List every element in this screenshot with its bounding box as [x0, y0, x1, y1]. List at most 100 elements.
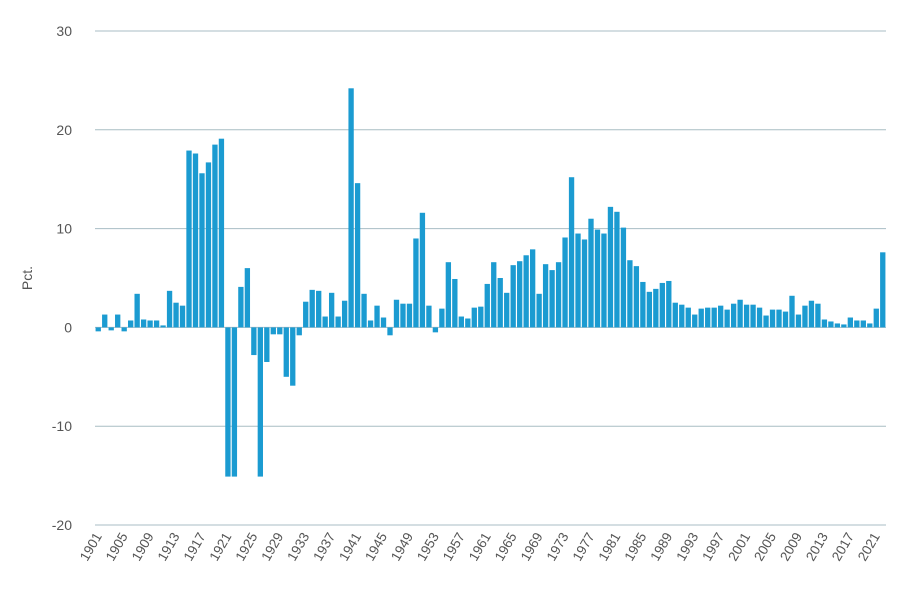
bar-1974 [568, 177, 575, 328]
bar-1967 [523, 255, 529, 328]
bar-1936 [322, 316, 328, 328]
bar-1928 [270, 327, 276, 335]
x-tick-label: 2009 [777, 530, 805, 564]
bar-2019 [860, 320, 866, 328]
bar-1977 [588, 218, 594, 328]
bar-1917 [199, 173, 205, 328]
bar-1925 [251, 327, 257, 356]
bar-1989 [666, 280, 672, 328]
bar-1915 [186, 150, 192, 328]
bar-1969 [536, 293, 542, 328]
bar-2002 [750, 304, 756, 328]
bar-1993 [692, 314, 698, 328]
bar-1962 [491, 262, 497, 328]
x-tick-label: 2013 [803, 530, 831, 564]
bar-1947 [393, 299, 400, 328]
bar-1988 [659, 282, 665, 328]
x-tick-label: 1925 [232, 530, 260, 564]
bar-1984 [633, 266, 640, 328]
bar-1935 [316, 290, 322, 328]
x-tick-label: 1961 [466, 530, 494, 564]
bar-1956 [452, 278, 458, 328]
bar-1933 [303, 301, 309, 328]
bar-2015 [834, 323, 841, 328]
bar-1981 [614, 211, 620, 328]
x-tick-label: 1989 [647, 530, 675, 564]
bar-2017 [847, 317, 853, 328]
x-tick-label: 1949 [388, 530, 416, 564]
bar-1990 [672, 302, 678, 328]
bar-2001 [743, 304, 750, 328]
bar-series [95, 88, 886, 477]
bar-1954 [439, 308, 445, 328]
bar-1976 [581, 239, 588, 328]
bar-1906 [128, 320, 134, 328]
x-tick-label: 1985 [621, 530, 649, 564]
bar-1991 [679, 304, 685, 328]
x-tick-label: 1993 [673, 530, 701, 564]
bar-1958 [465, 318, 471, 328]
bar-1994 [698, 308, 704, 328]
bar-1908 [140, 319, 147, 328]
y-tick-label: 10 [56, 221, 72, 237]
bar-1983 [627, 260, 633, 328]
bar-1904 [115, 314, 121, 328]
bar-1955 [445, 262, 452, 328]
bar-1931 [290, 327, 296, 386]
x-tick-label: 2017 [829, 530, 857, 564]
x-tick-label: 1965 [492, 530, 520, 564]
bar-1929 [277, 327, 283, 335]
bar-1968 [529, 249, 536, 328]
bar-1985 [640, 281, 646, 328]
y-tick-label: 0 [64, 319, 72, 335]
bar-2012 [815, 303, 821, 328]
x-tick-label: 1969 [518, 530, 546, 564]
bar-1938 [335, 316, 341, 328]
bar-1905 [121, 327, 127, 332]
bar-1943 [367, 320, 374, 328]
y-tick-label: -20 [52, 517, 72, 533]
bar-2004 [763, 315, 769, 328]
x-tick-label: 1937 [310, 530, 338, 564]
bar-1948 [400, 303, 406, 328]
bar-1960 [478, 306, 484, 328]
bar-2021 [873, 308, 879, 328]
bar-1923 [238, 286, 244, 328]
x-tick-label: 1997 [699, 530, 727, 564]
bar-1919 [212, 144, 218, 328]
bar-1950 [413, 238, 419, 328]
x-tick-label: 1929 [258, 530, 286, 564]
bar-1966 [517, 261, 523, 328]
x-tick-label: 1913 [155, 530, 183, 564]
y-axis-tick-labels: -20 -10 0 10 20 30 [52, 23, 72, 533]
bar-1987 [653, 288, 659, 328]
x-tick-label: 2001 [725, 530, 753, 564]
bar-1927 [264, 327, 270, 362]
x-tick-label: 1941 [336, 530, 364, 564]
x-tick-label: 2021 [855, 530, 883, 564]
x-tick-label: 1977 [570, 530, 598, 564]
bar-1946 [387, 327, 393, 336]
bar-1986 [646, 291, 653, 328]
bar-1940 [348, 88, 354, 328]
bar-1937 [328, 292, 335, 328]
bar-2018 [854, 320, 860, 328]
bar-2013 [821, 319, 828, 328]
x-axis-tick-labels: 1901190519091913191719211925192919331937… [77, 530, 883, 564]
x-tick-label: 1981 [596, 530, 624, 564]
x-tick-label: 1973 [544, 530, 572, 564]
bar-1930 [283, 327, 289, 377]
bar-1953 [432, 327, 439, 333]
bar-1999 [730, 303, 737, 328]
bar-2022 [880, 252, 886, 328]
bar-1910 [153, 320, 160, 328]
bar-1952 [426, 305, 432, 328]
bar-2008 [789, 295, 795, 328]
bar-1913 [173, 302, 179, 328]
bar-1911 [160, 325, 166, 328]
x-tick-label: 1953 [414, 530, 442, 564]
bar-1909 [147, 320, 153, 328]
bar-2000 [737, 299, 743, 328]
bar-1920 [218, 138, 225, 328]
